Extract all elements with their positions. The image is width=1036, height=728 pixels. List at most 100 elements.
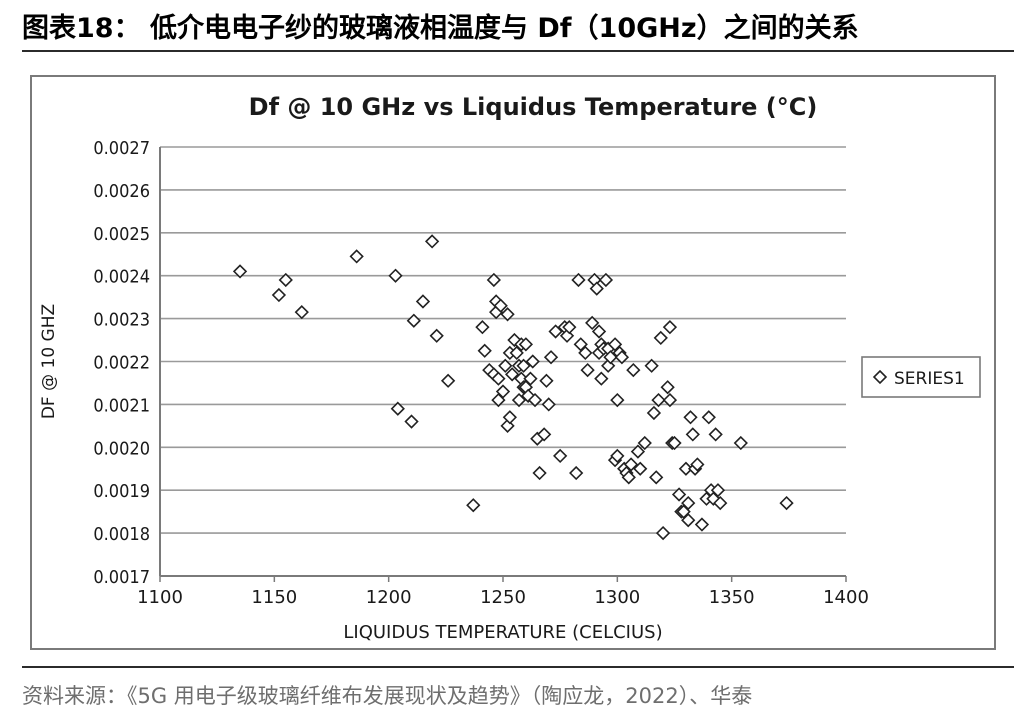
data-point: [578, 345, 593, 361]
x-tick-label: 1300: [594, 587, 640, 608]
data-point: [651, 392, 666, 408]
data-point: [505, 367, 520, 382]
y-tick-label: 0.0024: [93, 267, 150, 288]
data-point: [690, 457, 705, 472]
data-point: [349, 249, 364, 264]
top-rule: [22, 50, 1014, 52]
data-point: [683, 410, 698, 425]
data-point: [573, 337, 588, 352]
data-point: [429, 328, 444, 343]
data-point: [681, 495, 696, 511]
data-point: [404, 414, 419, 429]
data-point: [498, 358, 513, 373]
data-point: [502, 410, 517, 425]
y-tick-label: 0.0017: [93, 567, 150, 588]
data-point: [532, 465, 547, 481]
x-tick-label: 1200: [366, 587, 412, 608]
data-point: [598, 272, 614, 288]
data-point: [685, 427, 700, 442]
data-point: [477, 343, 492, 358]
x-tick-label: 1100: [137, 587, 183, 608]
data-point: [525, 354, 540, 369]
data-point: [610, 448, 625, 464]
y-tick-label: 0.0021: [93, 395, 150, 416]
data-point: [523, 371, 538, 386]
data-point: [440, 373, 456, 388]
data-point: [655, 525, 671, 541]
data-point: [580, 362, 595, 378]
data-point: [694, 517, 710, 532]
data-point: [466, 498, 481, 513]
data-point: [415, 294, 431, 309]
data-point: [667, 435, 682, 451]
x-tick-label: 1350: [709, 587, 755, 608]
data-point: [406, 313, 421, 328]
data-point: [491, 371, 506, 386]
data-point: [491, 392, 506, 408]
chart-title: Df @ 10 GHz vs Liquidus Temperature (°C): [249, 93, 818, 121]
data-point: [681, 513, 696, 528]
legend-label: SERIES1: [894, 369, 965, 389]
x-tick-label: 1250: [480, 587, 526, 608]
data-point: [537, 427, 552, 442]
data-point: [569, 465, 584, 481]
data-point: [676, 504, 691, 519]
x-tick-label: 1400: [823, 587, 869, 608]
data-point: [701, 410, 716, 425]
y-tick-label: 0.0022: [93, 353, 150, 374]
data-point: [649, 470, 664, 485]
data-point: [548, 324, 563, 339]
data-point: [662, 320, 678, 335]
y-axis-title: DF @ 10 GHZ: [39, 304, 59, 419]
data-point: [388, 268, 403, 283]
data-point: [710, 483, 726, 498]
data-point: [527, 392, 543, 408]
data-point: [493, 298, 508, 313]
data-point: [232, 264, 248, 279]
data-point: [671, 487, 687, 502]
y-tick-label: 0.0027: [93, 138, 150, 159]
data-point: [516, 358, 531, 373]
data-point: [559, 328, 575, 343]
legend-marker: [872, 369, 888, 385]
data-point: [424, 234, 440, 249]
data-point: [589, 281, 604, 296]
data-point: [541, 397, 556, 412]
data-point: [500, 307, 515, 322]
data-point: [708, 427, 723, 442]
x-tick-label: 1150: [251, 587, 297, 608]
y-tick-label: 0.0019: [93, 481, 150, 502]
data-point: [610, 392, 625, 408]
data-point: [637, 435, 652, 451]
data-point: [603, 350, 618, 365]
y-tick-label: 0.0023: [93, 310, 150, 331]
chart-frame: Df @ 10 GHz vs Liquidus Temperature (°C)…: [30, 75, 996, 650]
x-axis-title: LIQUIDUS TEMPERATURE (CELCIUS): [343, 622, 662, 643]
data-point: [539, 373, 554, 388]
data-point: [779, 495, 794, 511]
data-point: [662, 392, 678, 408]
data-point: [486, 272, 501, 288]
data-point: [630, 444, 646, 459]
data-point: [562, 320, 577, 335]
data-point: [713, 495, 728, 511]
data-point: [571, 272, 586, 288]
y-tick-label: 0.0020: [93, 438, 150, 459]
data-point: [660, 380, 675, 395]
source-note: 资料来源：《5G 用电子级玻璃纤维布发展现状及趋势》（陶应龙，2022）、华泰: [22, 684, 753, 708]
data-point: [585, 315, 600, 331]
data-point: [594, 371, 609, 386]
data-point: [495, 384, 511, 399]
data-point: [591, 324, 607, 339]
data-point: [621, 470, 636, 485]
figure-title: 图表18： 低介电电子纱的玻璃液相温度与 Df（10GHz）之间的关系: [22, 13, 859, 44]
data-point: [518, 337, 533, 352]
data-point: [607, 337, 623, 352]
y-tick-label: 0.0025: [93, 224, 150, 245]
data-point: [644, 358, 659, 373]
data-point: [653, 330, 668, 346]
data-point: [278, 272, 293, 288]
data-point: [646, 405, 662, 421]
data-point: [475, 320, 490, 335]
data-point: [623, 457, 639, 472]
